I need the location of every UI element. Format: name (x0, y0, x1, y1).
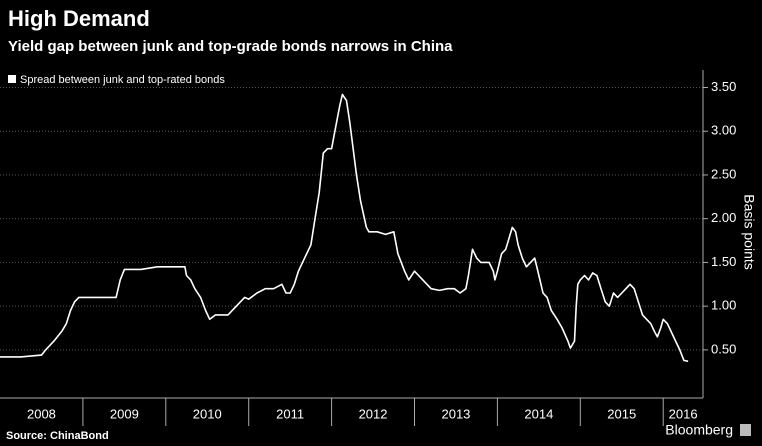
y-tick-label: 1.50 (711, 254, 736, 269)
x-tick-label: 2013 (441, 406, 470, 421)
y-tick-label: 1.00 (711, 298, 736, 313)
x-tick-label: 2008 (27, 406, 56, 421)
chart-title: High Demand (8, 6, 150, 31)
legend-label: Spread between junk and top-rated bonds (20, 74, 225, 86)
legend-swatch (8, 75, 16, 83)
brand-icon (740, 424, 751, 436)
y-tick-label: 0.50 (711, 341, 736, 356)
data-line (0, 93, 689, 363)
y-axis-label: Basis points (741, 194, 757, 269)
y-tick-label: 3.50 (711, 79, 736, 94)
y-tick-label: 2.00 (711, 210, 736, 225)
x-tick-label: 2011 (276, 406, 304, 421)
x-tick-label: 2009 (110, 406, 139, 421)
source: Source: ChinaBond (6, 430, 109, 442)
x-tick-label: 2015 (607, 406, 636, 421)
chart-subtitle: Yield gap between junk and top-grade bon… (8, 38, 453, 55)
x-tick-label: 2014 (524, 406, 553, 421)
x-tick-label: 2016 (669, 406, 698, 421)
brand: Bloomberg (665, 422, 733, 438)
x-tick-label: 2012 (359, 406, 388, 421)
y-tick-label: 3.00 (711, 123, 736, 138)
x-tick-label: 2010 (193, 406, 222, 421)
y-tick-label: 2.50 (711, 166, 736, 181)
